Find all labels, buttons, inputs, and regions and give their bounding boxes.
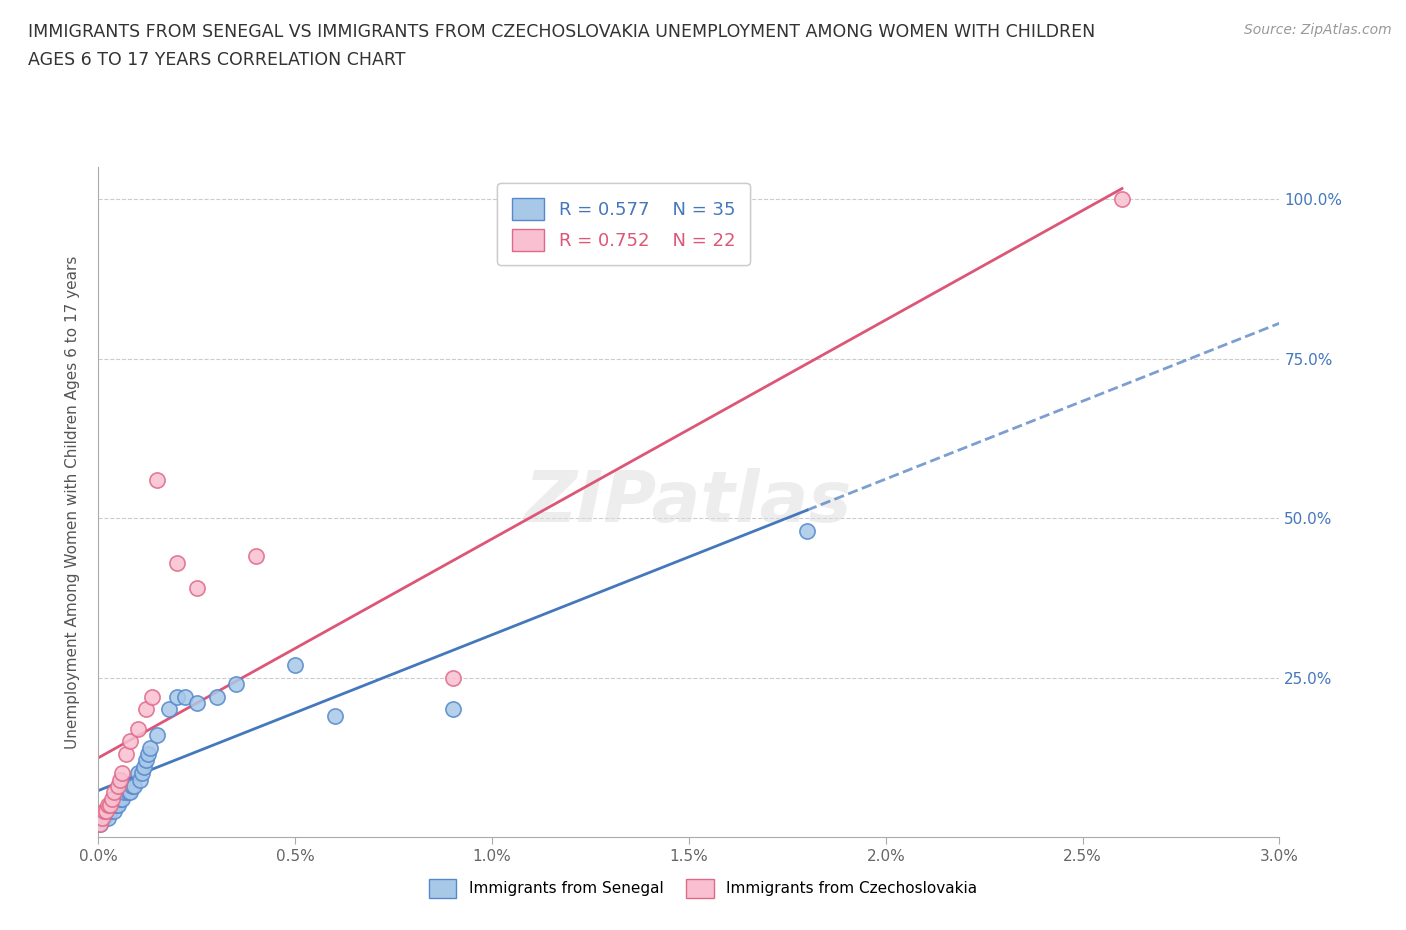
Point <box>284 658 307 672</box>
Point <box>98 798 121 813</box>
Point <box>89 817 111 831</box>
Point <box>93 804 115 819</box>
Text: IMMIGRANTS FROM SENEGAL VS IMMIGRANTS FROM CZECHOSLOVAKIA UNEMPLOYMENT AMONG WOM: IMMIGRANTS FROM SENEGAL VS IMMIGRANTS FR… <box>28 23 1095 41</box>
Point <box>225 676 247 691</box>
Point <box>101 798 124 813</box>
Point <box>796 524 818 538</box>
Y-axis label: Unemployment Among Women with Children Ages 6 to 17 years: Unemployment Among Women with Children A… <box>65 256 80 749</box>
Point <box>127 765 149 780</box>
Point <box>1111 192 1133 206</box>
Point <box>98 804 121 819</box>
Legend: R = 0.577    N = 35, R = 0.752    N = 22: R = 0.577 N = 35, R = 0.752 N = 22 <box>498 183 749 265</box>
Point <box>135 702 157 717</box>
Point <box>111 791 134 806</box>
Point <box>93 810 115 825</box>
Point <box>166 555 188 570</box>
Point <box>157 702 180 717</box>
Point <box>146 727 169 742</box>
Point <box>108 772 131 787</box>
Point <box>138 740 160 755</box>
Point <box>132 760 155 775</box>
Point <box>136 747 159 762</box>
Point <box>128 772 150 787</box>
Point <box>131 765 153 780</box>
Legend: Immigrants from Senegal, Immigrants from Czechoslovakia: Immigrants from Senegal, Immigrants from… <box>423 873 983 904</box>
Point <box>146 472 169 487</box>
Point <box>91 810 114 825</box>
Text: ZIPatlas: ZIPatlas <box>526 468 852 537</box>
Text: Source: ZipAtlas.com: Source: ZipAtlas.com <box>1244 23 1392 37</box>
Point <box>205 689 228 704</box>
Point <box>105 798 128 813</box>
Point <box>166 689 188 704</box>
Point <box>108 791 131 806</box>
Point <box>115 747 138 762</box>
Point <box>118 734 141 749</box>
Point <box>97 810 120 825</box>
Point <box>127 721 149 736</box>
Point <box>101 791 124 806</box>
Point <box>96 804 118 819</box>
Point <box>245 549 267 564</box>
Point <box>96 804 118 819</box>
Point <box>186 696 208 711</box>
Point <box>121 778 143 793</box>
Point <box>117 785 139 800</box>
Point <box>103 785 125 800</box>
Point <box>103 804 125 819</box>
Point <box>107 798 129 813</box>
Point <box>111 765 134 780</box>
Point <box>323 709 346 724</box>
Point <box>135 753 157 768</box>
Text: AGES 6 TO 17 YEARS CORRELATION CHART: AGES 6 TO 17 YEARS CORRELATION CHART <box>28 51 405 69</box>
Point <box>441 671 464 685</box>
Point <box>107 778 129 793</box>
Point <box>174 689 197 704</box>
Point <box>91 810 114 825</box>
Point <box>118 785 141 800</box>
Point <box>141 689 163 704</box>
Point <box>186 581 208 596</box>
Point <box>97 798 120 813</box>
Point <box>112 785 135 800</box>
Point <box>89 817 111 831</box>
Point <box>122 778 145 793</box>
Point <box>441 702 464 717</box>
